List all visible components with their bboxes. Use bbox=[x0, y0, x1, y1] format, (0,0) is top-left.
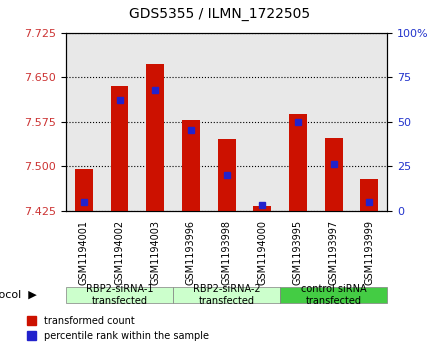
Bar bbox=[360, 179, 378, 211]
Text: RBP2-siRNA-2
transfected: RBP2-siRNA-2 transfected bbox=[193, 284, 260, 306]
Bar bbox=[146, 64, 164, 211]
Bar bbox=[253, 207, 271, 211]
Text: protocol  ▶: protocol ▶ bbox=[0, 290, 37, 300]
FancyBboxPatch shape bbox=[280, 287, 387, 303]
Text: control siRNA
transfected: control siRNA transfected bbox=[301, 284, 367, 306]
FancyBboxPatch shape bbox=[173, 287, 280, 303]
FancyBboxPatch shape bbox=[66, 287, 173, 303]
Bar bbox=[289, 114, 307, 211]
Bar bbox=[110, 86, 128, 211]
Legend: transformed count, percentile rank within the sample: transformed count, percentile rank withi… bbox=[23, 312, 213, 344]
Bar bbox=[218, 139, 235, 211]
Text: RBP2-siRNA-1
transfected: RBP2-siRNA-1 transfected bbox=[86, 284, 153, 306]
Bar bbox=[75, 169, 93, 211]
Bar bbox=[182, 120, 200, 211]
Bar bbox=[325, 138, 343, 211]
Text: GDS5355 / ILMN_1722505: GDS5355 / ILMN_1722505 bbox=[129, 7, 311, 21]
